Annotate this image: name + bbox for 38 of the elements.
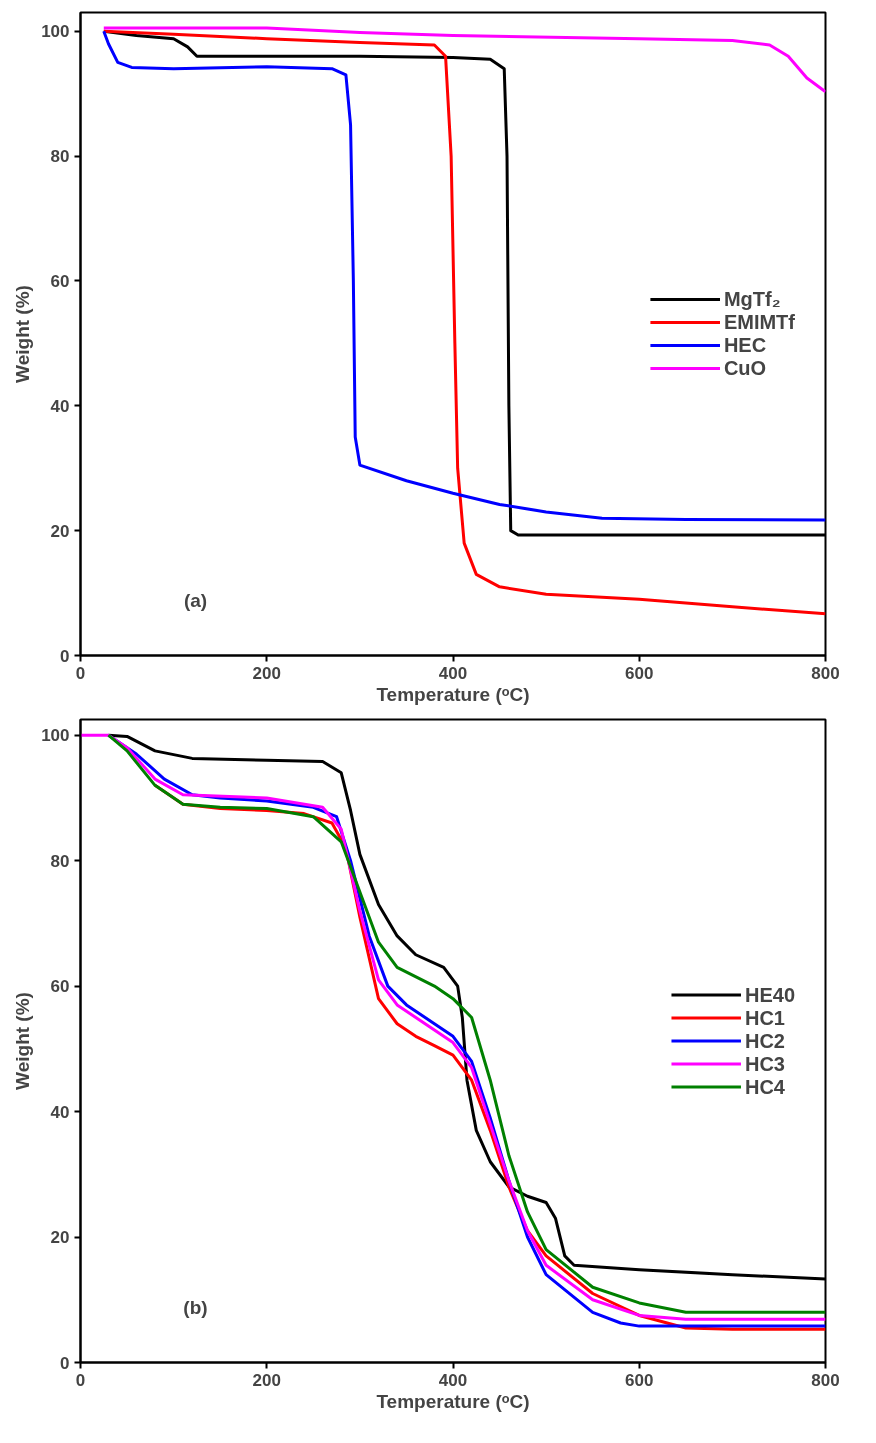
x-tick-label: 800 bbox=[811, 663, 840, 683]
x-tick-label: 400 bbox=[438, 663, 468, 683]
y-tick-label: 80 bbox=[50, 147, 70, 167]
legend-label: HC4 bbox=[744, 1075, 785, 1098]
legend-label: CuO bbox=[723, 356, 767, 380]
y-tick-label: 40 bbox=[50, 1102, 70, 1122]
y-tick-label: 80 bbox=[50, 851, 70, 871]
legend-label: EMIMTf bbox=[723, 310, 795, 334]
legend-label: HC1 bbox=[744, 1006, 785, 1029]
x-tick-label: 800 bbox=[811, 1370, 840, 1390]
x-tick-label: 0 bbox=[75, 1370, 86, 1390]
legend-label: MgTf₂ bbox=[723, 287, 781, 311]
x-tick-label: 600 bbox=[625, 663, 654, 683]
y-tick-label: 40 bbox=[50, 396, 70, 416]
x-tick-label: 400 bbox=[438, 1370, 468, 1390]
y-axis-title: Weight (%) bbox=[12, 285, 34, 383]
annotation: (a) bbox=[183, 590, 208, 611]
line-series bbox=[102, 26, 826, 94]
legend-label: HC3 bbox=[744, 1052, 785, 1075]
x-tick-label: 0 bbox=[75, 663, 86, 683]
x-tick-label: 600 bbox=[625, 1370, 654, 1390]
x-tick-label: 200 bbox=[252, 1370, 281, 1390]
legend-label: HC2 bbox=[744, 1029, 785, 1052]
y-tick-label: 100 bbox=[41, 726, 70, 746]
y-axis-title: Weight (%) bbox=[12, 992, 34, 1090]
legend-label: HE40 bbox=[744, 983, 795, 1006]
y-tick-label: 20 bbox=[50, 1228, 70, 1248]
x-axis-title: Temperature (ᵒC) bbox=[376, 1390, 530, 1412]
y-tick-label: 60 bbox=[50, 977, 70, 997]
y-tick-label: 0 bbox=[60, 646, 70, 666]
y-tick-label: 100 bbox=[41, 22, 70, 42]
y-tick-label: 60 bbox=[50, 271, 70, 291]
y-tick-label: 0 bbox=[60, 1353, 70, 1373]
x-axis-title: Temperature (ᵒC) bbox=[376, 683, 530, 705]
legend-label: HEC bbox=[723, 333, 767, 357]
x-tick-label: 200 bbox=[252, 663, 281, 683]
annotation: (b) bbox=[183, 1297, 208, 1318]
y-tick-label: 20 bbox=[50, 521, 70, 541]
